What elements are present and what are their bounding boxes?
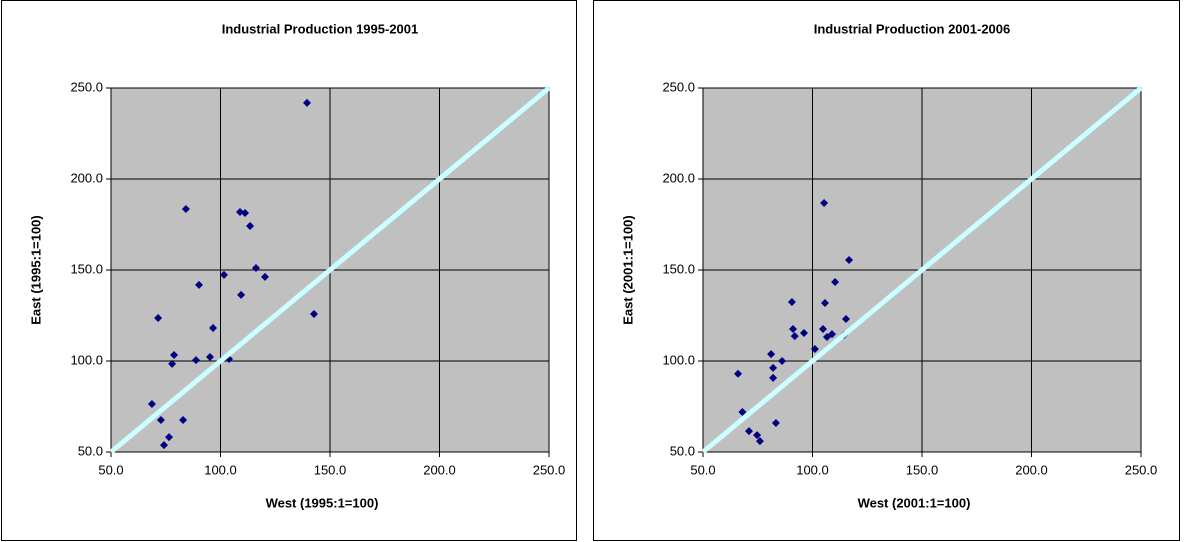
y-tick-label: 200.0 [70,170,103,185]
data-point [819,324,828,333]
data-point [771,419,780,428]
reference-line [701,86,1143,454]
data-point [246,221,255,230]
x-tick-label: 50.0 [690,462,715,477]
data-point [156,415,165,424]
data-point [831,278,840,287]
x-tick-label: 150.0 [906,462,939,477]
data-point [237,290,246,299]
data-point [845,255,854,264]
data-point [170,350,179,359]
data-point [260,272,269,281]
data-point [810,344,819,353]
data-point [168,359,177,368]
data-point [799,328,808,337]
y-axis-label: East (1995:1=100) [28,215,43,325]
x-tick-label: 100.0 [796,462,829,477]
data-point [787,298,796,307]
y-tick-label: 200.0 [662,170,695,185]
y-tick-label: 50.0 [78,443,103,458]
y-axis-label: East (2001:1=100) [620,215,635,325]
data-point [767,350,776,359]
x-axis-label: West (2001:1=100) [858,495,971,510]
data-point [303,98,312,107]
data-point [220,270,229,279]
data-point [778,357,787,365]
data-point [310,310,319,319]
x-tick-label: 150.0 [314,462,347,477]
data-point [205,352,214,361]
y-tick-label: 100.0 [662,352,695,367]
data-point [251,263,260,272]
x-tick-label: 200.0 [423,462,456,477]
x-tick-label: 200.0 [1015,462,1048,477]
data-point [769,363,778,372]
y-tick-label: 250.0 [70,79,103,94]
data-point [755,437,764,446]
data-point [195,280,204,289]
x-tick-label: 50.0 [98,462,123,477]
data-point [179,415,188,424]
y-tick-label: 250.0 [662,79,695,94]
y-tick-label: 100.0 [70,352,103,367]
x-tick-label: 250.0 [533,462,566,477]
y-tick-label: 50.0 [670,443,695,458]
data-point [159,441,168,450]
data-point [753,431,762,440]
data-point [827,330,836,339]
data-point [165,433,174,442]
x-axis-label: West (1995:1=100) [266,495,379,510]
data-point [147,399,156,408]
reference-line [109,86,551,454]
x-tick-label: 100.0 [204,462,237,477]
data-point [209,324,218,333]
y-tick-label: 150.0 [70,261,103,276]
data-point [738,407,747,416]
data-point [820,298,829,307]
data-point [769,373,778,382]
data-point [181,205,190,214]
data-point [790,332,799,341]
data-point [734,369,743,378]
x-tick-label: 250.0 [1125,462,1158,477]
data-point [154,314,163,323]
data-point [744,427,753,436]
chart-title: Industrial Production 2001-2006 [814,21,1011,36]
data-point [191,356,200,365]
data-point [820,199,829,208]
data-point [842,314,851,323]
y-tick-label: 150.0 [662,261,695,276]
chart-title: Industrial Production 1995-2001 [222,21,419,36]
data-point [789,324,798,333]
data-point [241,209,250,218]
